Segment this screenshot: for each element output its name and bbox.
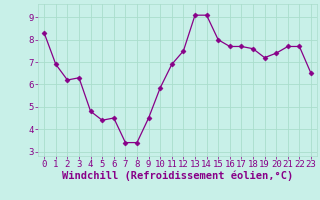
X-axis label: Windchill (Refroidissement éolien,°C): Windchill (Refroidissement éolien,°C) — [62, 171, 293, 181]
